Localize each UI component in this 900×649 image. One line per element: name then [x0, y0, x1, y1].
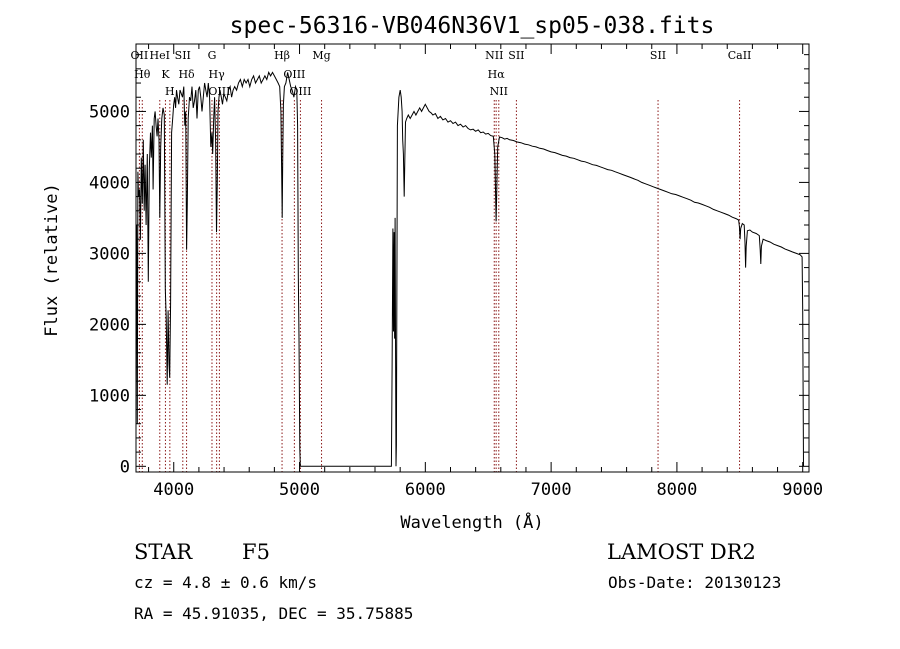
y-tick-label: 0: [120, 457, 130, 477]
y-tick-label: 1000: [89, 386, 130, 406]
y-tick-label: 2000: [89, 315, 130, 335]
y-tick-label: 3000: [89, 244, 130, 264]
observation-date: Obs-Date: 20130123: [608, 573, 781, 592]
x-tick-label: 7000: [531, 480, 572, 500]
x-axis: 4000 5000 6000 7000 8000 9000: [148, 44, 823, 500]
x-tick-label: 4000: [153, 480, 194, 500]
plot-frame: [135, 43, 810, 473]
coordinates: RA = 45.91035, DEC = 35.75885: [134, 604, 413, 623]
spectral-line-label: HeI: [150, 49, 170, 62]
spectral-line-label: Hδ: [178, 68, 195, 81]
object-class: STAR: [134, 540, 193, 564]
spectral-line-label: Mg: [312, 49, 330, 62]
x-tick-label: 8000: [656, 480, 697, 500]
survey-name: LAMOST DR2: [607, 540, 756, 564]
spectral-line-label: OII: [131, 49, 149, 62]
x-tick-label: 9000: [782, 480, 823, 500]
spectral-line-label: NII: [485, 49, 503, 62]
spectral-line-label: Hγ: [209, 68, 226, 81]
spectral-line-label: K: [161, 68, 170, 81]
object-subclass: F5: [242, 540, 270, 564]
spectral-line-label: SII: [650, 49, 666, 62]
chart-title: spec-56316-VB046N36V1_sp05-038.fits: [230, 13, 715, 39]
y-tick-label: 4000: [89, 173, 130, 193]
y-tick-label: 5000: [89, 102, 130, 122]
spectral-line-label: G: [208, 49, 217, 62]
spectral-line-label: Hθ: [134, 68, 151, 81]
x-axis-label: Wavelength (Å): [400, 511, 543, 533]
redshift-velocity: cz = 4.8 ± 0.6 km/s: [134, 573, 317, 592]
spectral-line-markers: [138, 100, 741, 472]
spectral-line-label: CaII: [728, 49, 752, 62]
spectral-line-label: NII: [490, 85, 508, 98]
x-tick-label: 6000: [405, 480, 446, 500]
spectral-line-label: Hα: [488, 68, 506, 81]
spectral-line-label: SII: [175, 49, 191, 62]
spectral-line-label: SII: [508, 49, 524, 62]
y-axis: 0 1000 2000 3000 4000 5000: [89, 54, 809, 477]
x-tick-label: 5000: [279, 480, 320, 500]
spectrum-series-line: [135, 71, 804, 467]
spectral-line-label: H: [165, 85, 175, 98]
y-axis-label: Flux (relative): [42, 183, 62, 337]
spectral-line-label: Hβ: [274, 49, 290, 62]
